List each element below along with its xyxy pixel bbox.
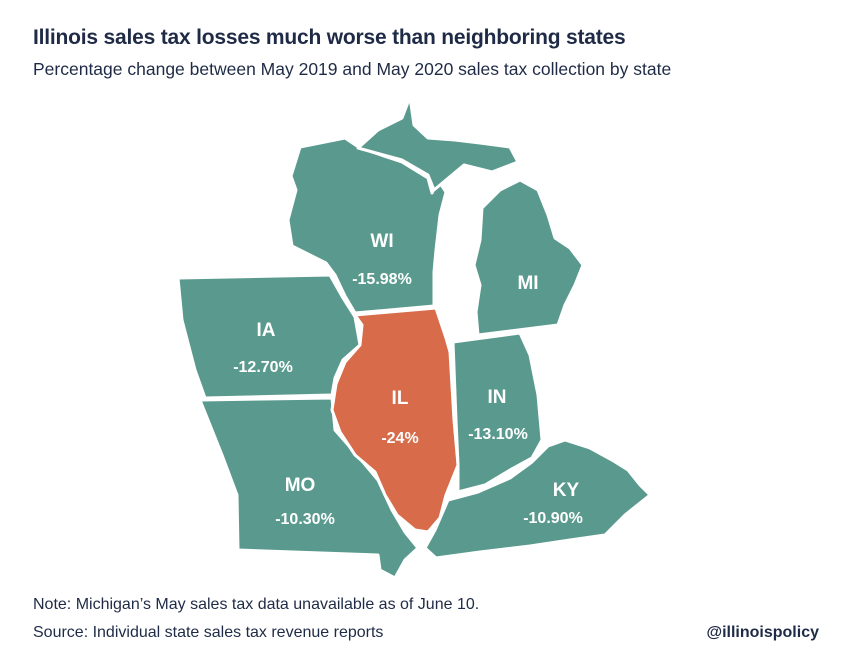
label-ia-abbr: IA (257, 320, 276, 341)
label-mi-abbr: MI (517, 273, 538, 294)
state-michigan-upper (356, 95, 520, 192)
label-wi-abbr: WI (370, 231, 393, 252)
state-wisconsin (286, 136, 448, 315)
state-iowa (176, 273, 362, 400)
label-il-value: -24% (381, 430, 418, 447)
chart-title: Illinois sales tax losses much worse tha… (33, 26, 626, 49)
social-handle: @illinoispolicy (706, 624, 819, 641)
state-michigan-lower (472, 178, 585, 337)
footnote: Note: Michigan’s May sales tax data unav… (33, 596, 480, 613)
label-ky-value: -10.90% (523, 510, 583, 527)
label-wi-value: -15.98% (352, 271, 412, 288)
label-mo-abbr: MO (285, 475, 316, 496)
label-in-value: -13.10% (468, 426, 528, 443)
label-mo-value: -10.30% (275, 511, 335, 528)
label-ia-value: -12.70% (233, 359, 293, 376)
state-indiana (451, 331, 544, 494)
chart-subtitle: Percentage change between May 2019 and M… (33, 59, 672, 79)
label-ky-abbr: KY (553, 480, 580, 501)
source-note: Source: Individual state sales tax reven… (33, 624, 384, 641)
lake-michigan (439, 179, 483, 333)
label-in-abbr: IN (488, 387, 507, 408)
state-illinois (330, 306, 460, 534)
label-il-abbr: IL (392, 388, 409, 409)
state-kentucky (423, 438, 652, 560)
